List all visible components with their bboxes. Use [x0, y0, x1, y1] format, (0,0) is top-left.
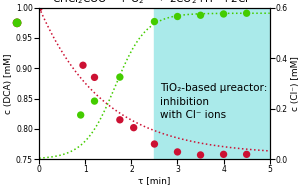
- Point: [37, 6, 42, 9]
- Y-axis label: c (Cl⁻) [mM]: c (Cl⁻) [mM]: [291, 56, 300, 111]
- Point: [117, 76, 122, 79]
- Point: [244, 12, 249, 15]
- Text: TiO₂-based μreactor:
inhibition
with Cl⁻ ions: TiO₂-based μreactor: inhibition with Cl⁻…: [160, 83, 267, 120]
- Text: CHCl$_2$COO$^-$ + O$_2$ $\longrightarrow$ 2CO$_2$+H$^+$+2Cl$^-$: CHCl$_2$COO$^-$ + O$_2$ $\longrightarrow…: [52, 0, 257, 6]
- Point: [152, 20, 157, 23]
- Point: [198, 153, 203, 156]
- Point: [198, 14, 203, 17]
- Y-axis label: c (DCA) [mM]: c (DCA) [mM]: [4, 53, 13, 114]
- Point: [117, 118, 122, 121]
- Point: [131, 126, 136, 129]
- Point: [15, 21, 19, 24]
- Point: [221, 153, 226, 156]
- Bar: [154, 8, 270, 159]
- Point: [92, 100, 97, 103]
- Point: [92, 76, 97, 79]
- X-axis label: τ [min]: τ [min]: [138, 176, 171, 185]
- Point: [152, 143, 157, 146]
- Point: [221, 12, 226, 15]
- Point: [175, 150, 180, 153]
- Point: [244, 153, 249, 156]
- Point: [175, 15, 180, 18]
- Point: [81, 64, 85, 67]
- Point: [78, 113, 83, 116]
- Point: [15, 21, 19, 24]
